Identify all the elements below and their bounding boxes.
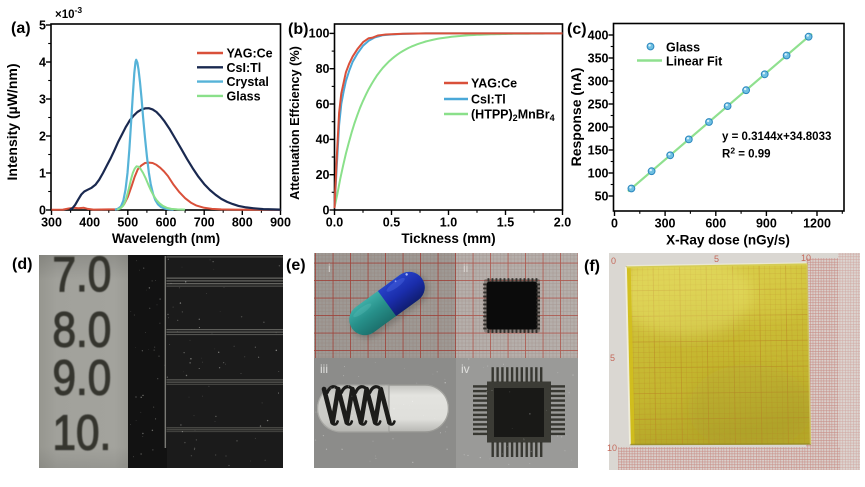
svg-text:500: 500: [117, 216, 138, 230]
svg-text:(d): (d): [12, 256, 32, 273]
svg-text:YAG:Ce: YAG:Ce: [227, 47, 273, 61]
svg-text:ii: ii: [463, 261, 468, 275]
svg-text:5: 5: [39, 18, 46, 32]
svg-text:10: 10: [801, 253, 811, 263]
svg-text:Tickness (mm): Tickness (mm): [401, 231, 495, 246]
svg-text:900: 900: [270, 216, 291, 230]
svg-text:(HTPP)2MnBr4: (HTPP)2MnBr4: [471, 108, 555, 124]
svg-text:200: 200: [588, 120, 609, 134]
svg-text:400: 400: [588, 28, 609, 42]
svg-text:(e): (e): [286, 257, 306, 274]
svg-text:9.0: 9.0: [53, 351, 112, 406]
svg-text:5: 5: [714, 254, 719, 264]
svg-text:700: 700: [194, 216, 215, 230]
svg-text:400: 400: [79, 216, 100, 230]
svg-text:iii: iii: [320, 362, 328, 376]
svg-text:0.0: 0.0: [326, 216, 343, 230]
svg-text:X-Ray dose (nGy/s): X-Ray dose (nGy/s): [666, 233, 790, 248]
svg-text:150: 150: [588, 143, 609, 157]
svg-text:0: 0: [39, 203, 46, 217]
svg-text:i: i: [328, 261, 331, 275]
svg-text:300: 300: [655, 217, 676, 231]
svg-text:300: 300: [588, 74, 609, 88]
svg-text:3: 3: [39, 92, 46, 106]
svg-text:iv: iv: [461, 362, 470, 376]
svg-text:(b): (b): [288, 21, 308, 38]
svg-text:2.0: 2.0: [554, 216, 571, 230]
svg-text:900: 900: [756, 217, 777, 231]
svg-text:600: 600: [156, 216, 177, 230]
svg-text:20: 20: [316, 168, 330, 182]
svg-text:50: 50: [595, 189, 609, 203]
svg-text:40: 40: [316, 133, 330, 147]
svg-text:CsI:Tl: CsI:Tl: [471, 93, 506, 107]
svg-text:8.0: 8.0: [53, 303, 112, 358]
svg-text:300: 300: [41, 216, 62, 230]
svg-text:Intensity (µW/nm): Intensity (µW/nm): [4, 64, 20, 181]
svg-text:1200: 1200: [803, 217, 831, 231]
svg-text:y = 0.3144x+34.8033: y = 0.3144x+34.8033: [722, 131, 831, 143]
svg-text:600: 600: [705, 217, 726, 231]
svg-text:7.0: 7.0: [53, 247, 112, 302]
svg-text:Linear Fit: Linear Fit: [666, 55, 723, 69]
svg-text:100: 100: [588, 166, 609, 180]
svg-text:(f): (f): [584, 258, 600, 275]
svg-text:Glass: Glass: [666, 41, 700, 55]
svg-text:0: 0: [323, 203, 330, 217]
svg-text:YAG:Ce: YAG:Ce: [471, 77, 517, 91]
svg-text:350: 350: [588, 51, 609, 65]
svg-text:10: 10: [607, 443, 617, 453]
svg-text:0.5: 0.5: [383, 216, 400, 230]
svg-text:80: 80: [316, 62, 330, 76]
svg-text:5: 5: [610, 353, 615, 363]
svg-text:Crystal: Crystal: [227, 75, 269, 89]
svg-text:(c): (c): [567, 21, 587, 38]
svg-text:1: 1: [39, 166, 46, 180]
svg-text:Wavelength (nm): Wavelength (nm): [112, 231, 220, 246]
svg-text:10.: 10.: [53, 406, 112, 461]
svg-text:4: 4: [39, 55, 46, 69]
svg-text:CsI:Tl: CsI:Tl: [227, 61, 262, 75]
svg-text:Glass: Glass: [227, 90, 261, 104]
svg-text:0: 0: [611, 217, 618, 231]
svg-text:Response (nA): Response (nA): [568, 68, 584, 167]
svg-text:R2 = 0.99: R2 = 0.99: [722, 146, 771, 161]
svg-text:60: 60: [316, 97, 330, 111]
svg-text:1.5: 1.5: [497, 216, 514, 230]
svg-text:0: 0: [611, 256, 616, 266]
svg-text:100: 100: [309, 27, 330, 41]
svg-text:800: 800: [232, 216, 253, 230]
svg-text:250: 250: [588, 97, 609, 111]
svg-text:(a): (a): [11, 20, 31, 37]
svg-text:Attenuation Effciency (%): Attenuation Effciency (%): [288, 46, 302, 200]
svg-text:2: 2: [39, 129, 46, 143]
svg-text:1.0: 1.0: [440, 216, 457, 230]
